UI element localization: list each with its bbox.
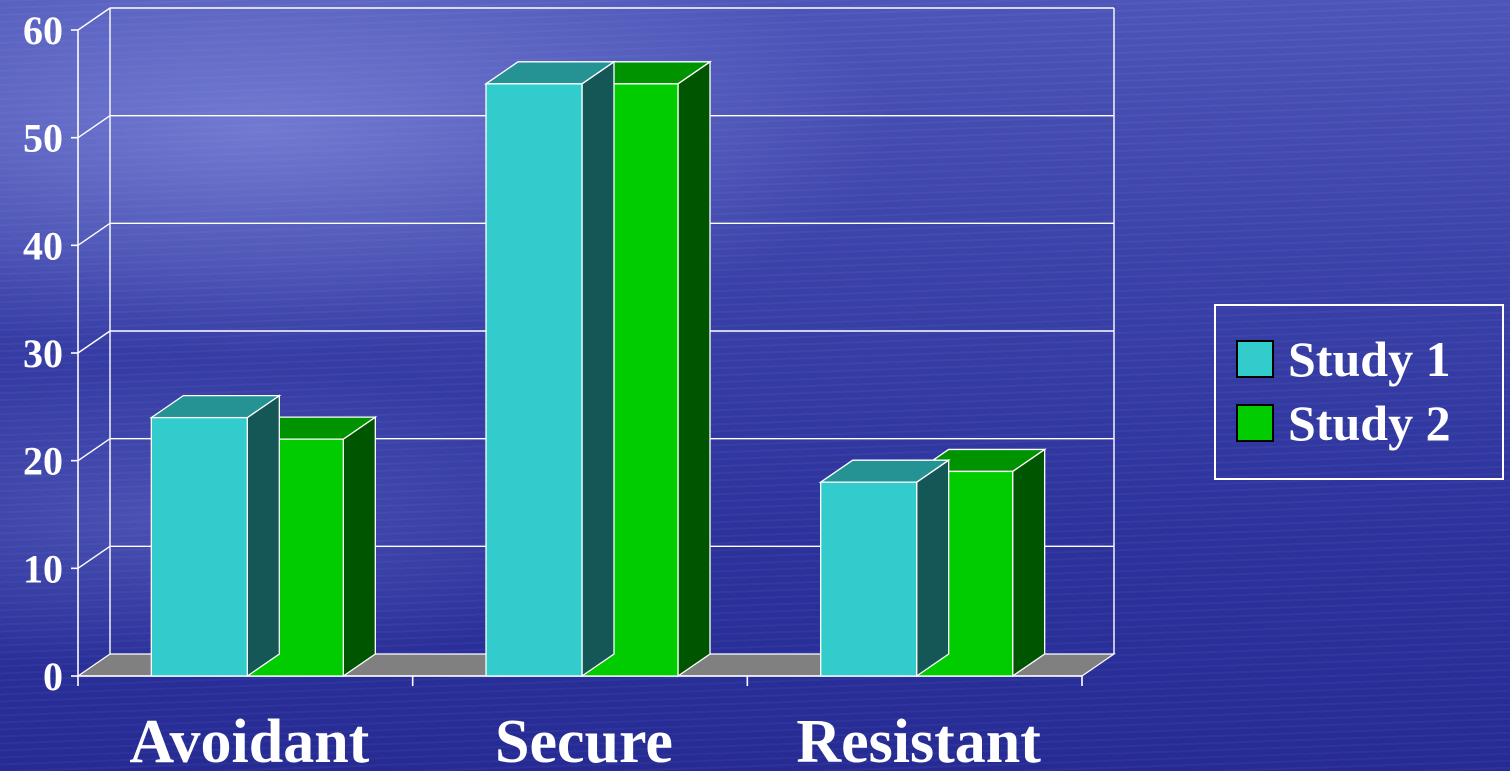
gridline-depth-30 (77, 330, 111, 354)
y-tick-label-50: 50 (23, 116, 63, 161)
x-tick-label-avoidant: Avoidant (129, 708, 369, 771)
bar-resistant-study-1 (820, 481, 918, 677)
gridline-depth-60 (77, 7, 111, 31)
legend-label-study-2: Study 2 (1288, 395, 1451, 451)
bar-side-resistant-study-2 (1012, 448, 1046, 678)
bar-side-avoidant-study-1 (246, 394, 280, 678)
x-tick-label-secure: Secure (495, 708, 673, 771)
bar-secure-study-1 (485, 83, 583, 677)
bar-avoidant-study-1 (150, 416, 248, 677)
bar-side-secure-study-1 (581, 60, 615, 678)
y-tick-label-20: 20 (23, 439, 63, 484)
y-tick-label-60: 60 (23, 8, 63, 53)
y-tick-label-0: 0 (43, 654, 63, 699)
y-tick-label-10: 10 (23, 546, 63, 591)
legend-item-study-1: Study 1 (1236, 332, 1451, 386)
legend-item-study-2: Study 2 (1236, 396, 1451, 450)
bar-side-avoidant-study-2 (342, 415, 376, 678)
gridline-depth-50 (77, 115, 111, 139)
bar-side-secure-study-2 (677, 60, 711, 678)
bar-side-resistant-study-1 (916, 458, 950, 678)
gridline-depth-40 (77, 222, 111, 246)
gridline-depth-10 (77, 545, 111, 569)
legend-swatch-study-1 (1236, 340, 1274, 378)
y-tick-label-30: 30 (23, 331, 63, 376)
chart-legend: Study 1 Study 2 (1214, 304, 1504, 480)
legend-swatch-study-2 (1236, 404, 1274, 442)
x-tick-label-resistant: Resistant (796, 708, 1041, 771)
legend-label-study-1: Study 1 (1288, 331, 1451, 387)
gridline-depth-20 (77, 438, 111, 462)
y-tick-label-40: 40 (23, 223, 63, 268)
